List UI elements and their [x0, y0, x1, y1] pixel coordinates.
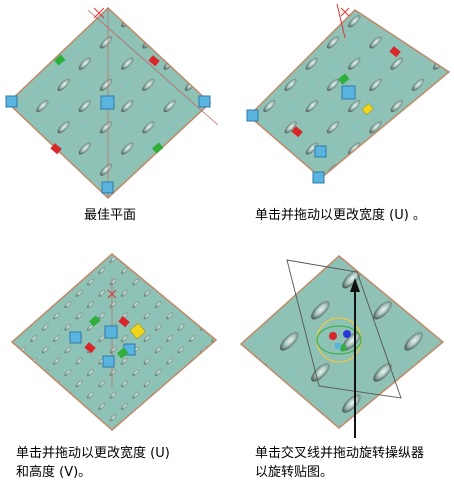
- manip-blue-knob[interactable]: [343, 330, 351, 338]
- caption-rotate-1: 单击交叉线并拖动旋转操纵器: [255, 446, 425, 461]
- manip-arrow-head: [350, 278, 360, 292]
- edge-handle-red[interactable]: [148, 55, 160, 67]
- textured-plane: [10, 253, 218, 431]
- caption-drag-width-height-2: 和高度 (V)。: [16, 465, 92, 480]
- edge-handle-green[interactable]: [117, 347, 129, 359]
- panel-rotate: 单击交叉线并拖动旋转操纵器 以旋转贴图。: [227, 248, 454, 501]
- corner-handle-left[interactable]: [69, 331, 82, 344]
- manip-red-knob[interactable]: [329, 332, 337, 340]
- corner-handle-bottom[interactable]: [312, 171, 325, 184]
- edge-handle-green[interactable]: [54, 54, 66, 66]
- axis-cross: [93, 7, 105, 19]
- corner-handle-bottom[interactable]: [101, 181, 114, 194]
- edge-handle-red[interactable]: [291, 126, 303, 138]
- edge-handle-red[interactable]: [389, 46, 401, 58]
- width-handle-yellow[interactable]: [361, 103, 374, 116]
- caption-best-plane: 最佳平面: [84, 208, 137, 223]
- edge-handle-green[interactable]: [89, 315, 101, 327]
- caption-rotate-2: 以旋转贴图。: [255, 465, 334, 480]
- center-handle[interactable]: [100, 95, 115, 110]
- center-handle[interactable]: [104, 325, 118, 339]
- axis-line: [87, 9, 219, 126]
- axis-cross: [107, 289, 117, 299]
- corner-handle-bottom[interactable]: [102, 355, 115, 368]
- corner-handle-left[interactable]: [246, 109, 259, 122]
- edge-handle-red[interactable]: [50, 143, 62, 155]
- corner-handle[interactable]: [314, 145, 327, 158]
- viewport-rotate: [239, 255, 445, 438]
- panel-best-plane: 最佳平面: [0, 0, 227, 230]
- edge-handle-red[interactable]: [118, 316, 130, 328]
- size-handle-yellow[interactable]: [129, 322, 146, 340]
- axis-line: [336, 3, 346, 39]
- panel-drag-width: 单击并拖动以更改宽度 (U) 。: [227, 0, 454, 230]
- caption-drag-width: 单击并拖动以更改宽度 (U) 。: [255, 208, 426, 223]
- viewport-drag-width-height: [10, 253, 218, 431]
- panel-drag-width-height: 单击并拖动以更改宽度 (U) 和高度 (V)。: [0, 248, 227, 501]
- caption-drag-width-height-1: 单击并拖动以更改宽度 (U): [16, 446, 170, 461]
- viewport-best-plane: [5, 6, 219, 200]
- center-handle[interactable]: [341, 85, 356, 100]
- axis-cross: [340, 7, 350, 17]
- edge-handle-green[interactable]: [338, 73, 350, 85]
- textured-plane: [239, 255, 445, 429]
- edge-handle-red[interactable]: [84, 342, 96, 354]
- manip-green-knob[interactable]: [339, 344, 347, 352]
- rotate-ring-green[interactable]: [316, 325, 362, 355]
- edge-handle-green[interactable]: [152, 142, 164, 154]
- center-handle[interactable]: [335, 343, 341, 349]
- rotation-plane-outline: [286, 259, 402, 399]
- corner-handle-left[interactable]: [5, 95, 18, 108]
- corner-handle-right[interactable]: [198, 95, 211, 108]
- viewport-drag-width: [246, 3, 451, 184]
